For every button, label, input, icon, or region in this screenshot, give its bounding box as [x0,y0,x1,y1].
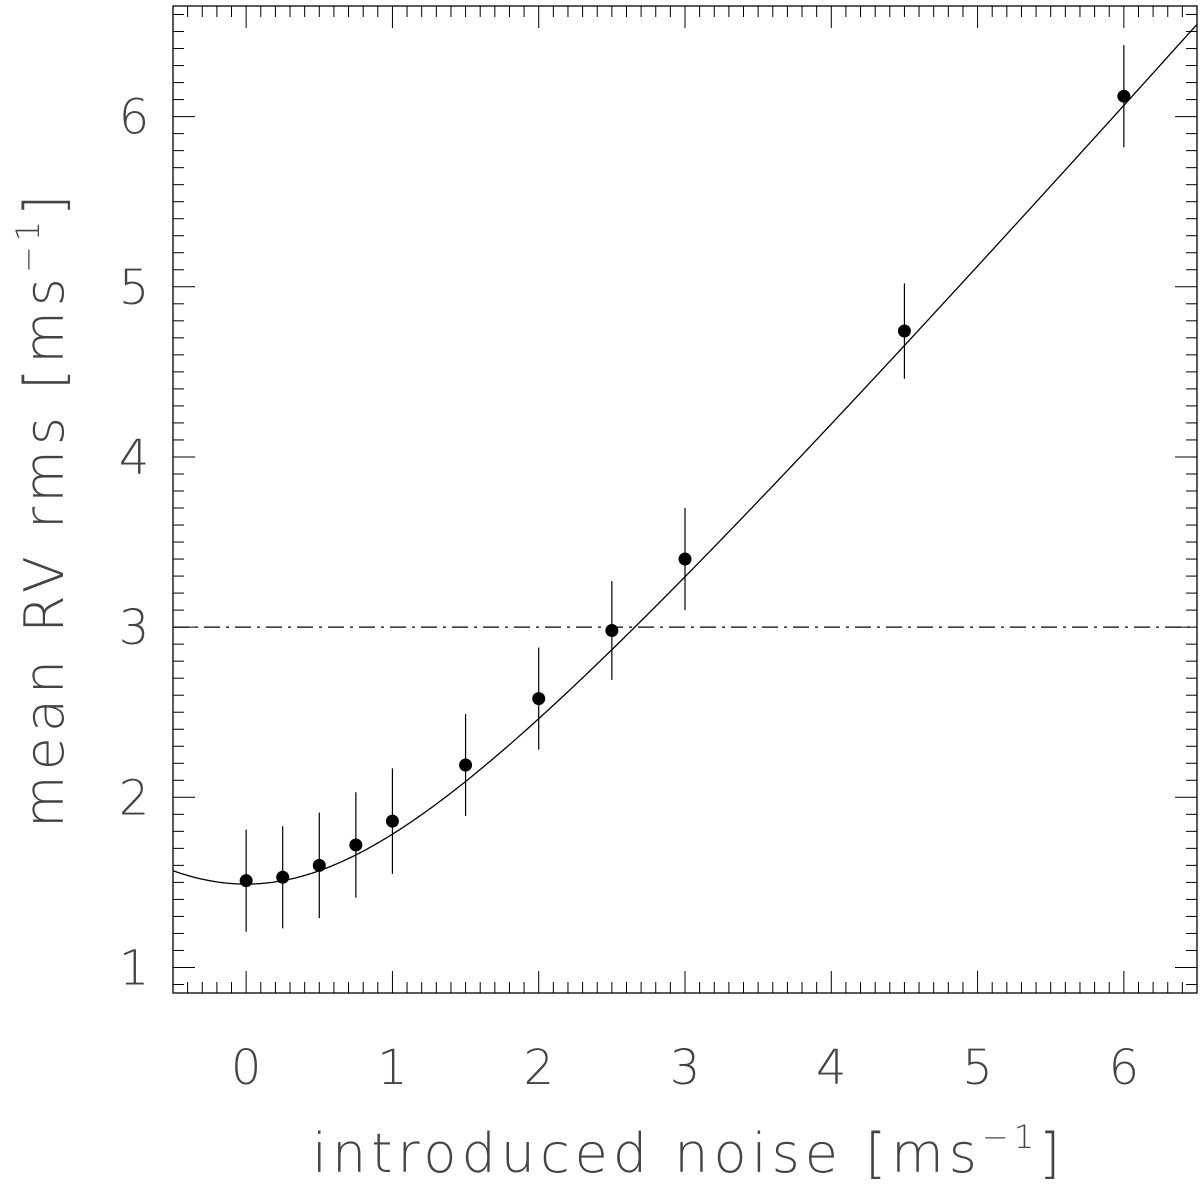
data-point [385,814,399,828]
y-tick-label: 4 [119,430,150,486]
x-tick-label: 1 [377,1040,408,1096]
fit-curve-group [172,23,1198,885]
data-point [349,838,363,852]
data-point [312,858,326,872]
y-tick-label: 3 [119,600,150,656]
y-tick-label: 1 [119,940,150,996]
data-point [897,324,911,338]
fit-curve [172,23,1198,885]
y-tick-label: 5 [119,260,150,316]
y-axis-label: mean RV rms [ms−1] [9,190,76,828]
data-point [276,870,290,884]
data-point [678,552,692,566]
data-point [1117,89,1131,103]
data-point [459,758,473,772]
plot-frame [172,5,1198,994]
x-tick-label: 3 [670,1040,701,1096]
tick-labels: 0 1 2 3 4 5 6 1 2 3 4 5 6 [119,90,1139,1096]
data-point [239,874,253,888]
x-tick-label: 5 [962,1040,993,1096]
axis-ticks [173,6,1198,993]
data-point [532,692,546,706]
x-tick-label: 4 [816,1040,847,1096]
y-tick-label: 2 [119,770,150,826]
y-tick-label: 6 [119,90,150,146]
error-bars [245,45,1125,932]
x-tick-label: 6 [1109,1040,1140,1096]
x-tick-label: 0 [231,1040,262,1096]
data-points [239,89,1131,888]
x-tick-label: 2 [523,1040,554,1096]
data-point [605,624,619,638]
x-axis-label: introduced noise [ms−1] [312,1118,1065,1185]
